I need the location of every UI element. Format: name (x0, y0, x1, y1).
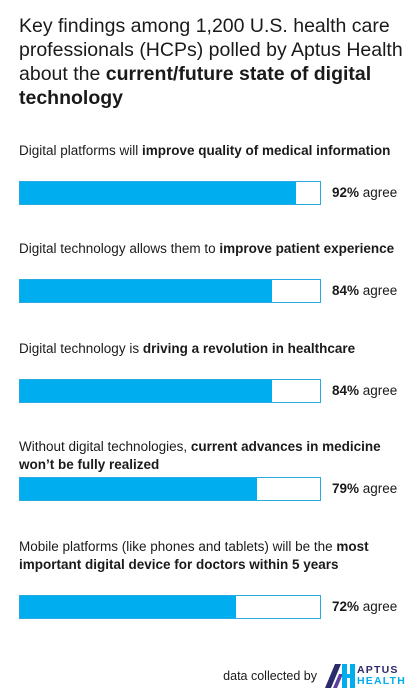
title-text: Key findings among 1,200 U.S. health car… (19, 15, 403, 85)
finding-label: Mobile platforms (like phones and tablet… (19, 538, 409, 574)
bar-value-number: 92% (332, 185, 360, 200)
finding-label: Digital technology is driving a revoluti… (19, 340, 409, 358)
bar-row: 92% agree (19, 181, 409, 207)
finding-label-bold: current advances in medicine won’t be fu… (19, 439, 381, 472)
finding-label-text: Digital platforms will (19, 143, 143, 158)
finding-label-bold: most important digital device for doctor… (19, 539, 369, 572)
bar-value-label: 84% agree (332, 283, 397, 298)
footer: data collected by APTUS HEALTH (223, 664, 406, 688)
finding-label-bold: improve quality of medical information (142, 143, 391, 158)
bar-value-suffix: agree (359, 599, 398, 614)
chart-title: Key findings among 1,200 U.S. health car… (19, 14, 409, 110)
finding-label: Without digital technologies, current ad… (19, 438, 409, 474)
finding-item: Digital technology is driving a revoluti… (19, 340, 409, 403)
bar-track (19, 279, 321, 303)
aptus-health-logo: APTUS HEALTH (324, 664, 406, 688)
finding-label-bold: driving a revolution in healthcare (142, 341, 356, 356)
bar-row: 72% agree (19, 595, 409, 621)
bar-track (19, 181, 321, 205)
title-bold-text: current/future state of digital technolo… (19, 63, 372, 109)
aptus-logo-icon (324, 664, 355, 688)
finding-item: Digital platforms will improve quality o… (19, 142, 409, 205)
finding-item: Without digital technologies, current ad… (19, 438, 409, 501)
finding-label: Digital platforms will improve quality o… (19, 142, 409, 160)
logo-text-top: APTUS (356, 664, 399, 676)
bar-track (19, 379, 321, 403)
bar-row: 84% agree (19, 279, 409, 305)
bar-value-label: 79% agree (332, 481, 397, 496)
bar-row: 84% agree (19, 379, 409, 405)
bar-value-label: 72% agree (332, 599, 397, 614)
bar-row: 79% agree (19, 477, 409, 503)
bar-fill (20, 280, 272, 302)
bar-value-number: 79% (332, 481, 360, 496)
bar-value-number: 84% (332, 283, 360, 298)
footer-text: data collected by (223, 669, 317, 683)
finding-label: Digital technology allows them to improv… (19, 240, 409, 258)
finding-label-text: Without digital technologies, (19, 439, 191, 454)
logo-text-bottom: HEALTH (356, 675, 406, 687)
bar-fill (20, 182, 296, 204)
bar-track (19, 477, 321, 501)
bar-track (19, 595, 321, 619)
bar-value-label: 92% agree (332, 185, 397, 200)
bar-value-number: 72% (332, 599, 360, 614)
finding-item: Digital technology allows them to improv… (19, 240, 409, 303)
finding-item: Mobile platforms (like phones and tablet… (19, 538, 409, 619)
finding-label-bold: improve patient experience (219, 241, 395, 256)
finding-label-text: Mobile platforms (like phones and tablet… (19, 539, 337, 554)
bar-value-number: 84% (332, 383, 360, 398)
bar-fill (20, 596, 236, 618)
bar-value-label: 84% agree (332, 383, 397, 398)
finding-label-text: Digital technology allows them to (19, 241, 220, 256)
bar-fill (20, 380, 272, 402)
bar-value-suffix: agree (359, 185, 398, 200)
bar-value-suffix: agree (359, 383, 398, 398)
finding-label-text: Digital technology is (19, 341, 143, 356)
bar-value-suffix: agree (359, 481, 398, 496)
bar-value-suffix: agree (359, 283, 398, 298)
bar-fill (20, 478, 257, 500)
